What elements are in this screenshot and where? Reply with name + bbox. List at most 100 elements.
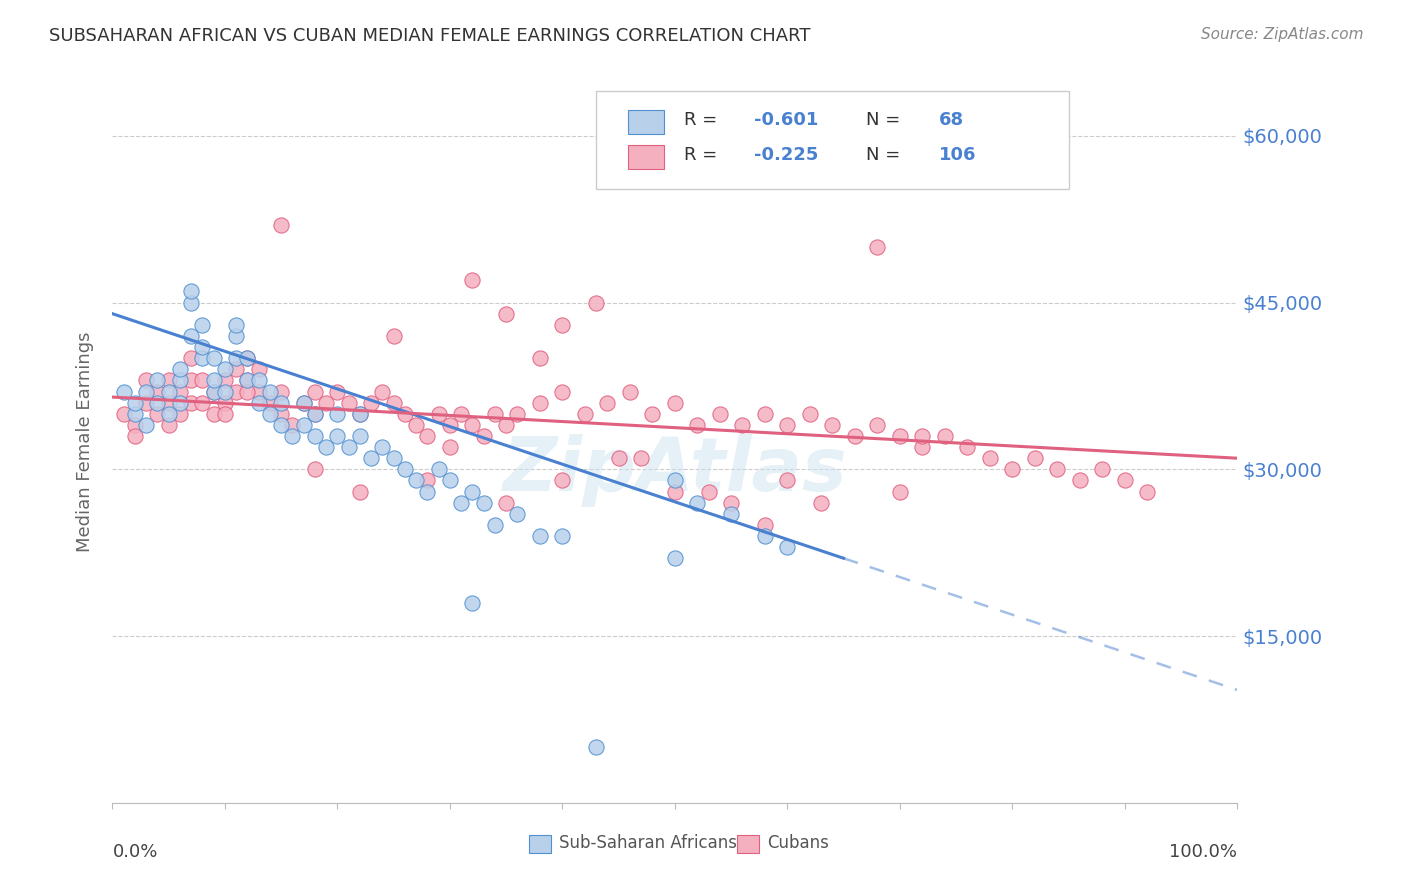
Point [202,407,225,421]
Point [889,429,911,443]
Point [270,384,292,399]
Point [236,351,259,366]
Point [169,384,191,399]
Point [157,417,180,432]
Point [135,417,157,432]
Point [439,440,461,454]
Point [495,417,517,432]
Point [202,384,225,399]
Point [889,484,911,499]
Point [315,440,337,454]
Point [112,384,135,399]
Text: Sub-Saharan Africans: Sub-Saharan Africans [560,833,737,852]
Text: 100.0%: 100.0% [1170,843,1237,861]
Point [461,596,484,610]
Point [349,484,371,499]
Point [191,318,214,332]
Point [529,529,551,543]
Point [180,395,202,409]
Point [821,417,844,432]
Point [225,384,247,399]
Point [619,384,641,399]
Point [472,496,495,510]
Point [1091,462,1114,476]
Point [810,496,832,510]
Point [247,384,270,399]
Point [529,395,551,409]
Point [416,429,439,443]
Point [844,429,866,443]
Point [135,395,157,409]
Point [416,484,439,499]
Point [304,462,326,476]
Point [292,395,315,409]
Point [304,407,326,421]
Point [371,440,394,454]
Point [551,384,574,399]
Point [124,407,146,421]
Point [135,373,157,387]
Point [146,384,169,399]
FancyBboxPatch shape [627,145,664,169]
Point [270,218,292,232]
Point [146,407,169,421]
Point [146,373,169,387]
Point [202,351,225,366]
Point [214,373,236,387]
Text: -0.601: -0.601 [754,111,818,129]
Point [439,474,461,488]
Point [180,295,202,310]
Point [270,395,292,409]
Text: N =: N = [866,145,900,164]
Point [574,407,596,421]
Text: 0.0%: 0.0% [112,843,157,861]
Point [720,507,742,521]
FancyBboxPatch shape [596,91,1069,189]
Point [664,474,686,488]
Point [382,451,405,466]
Point [180,373,202,387]
Point [157,384,180,399]
Point [112,407,135,421]
Text: SUBSAHARAN AFRICAN VS CUBAN MEDIAN FEMALE EARNINGS CORRELATION CHART: SUBSAHARAN AFRICAN VS CUBAN MEDIAN FEMAL… [49,27,811,45]
Point [427,407,450,421]
Point [405,417,427,432]
Point [214,407,236,421]
Point [281,429,304,443]
Point [1024,451,1046,466]
Point [911,440,934,454]
Point [304,407,326,421]
Text: -0.225: -0.225 [754,145,818,164]
Point [281,417,304,432]
Point [124,395,146,409]
Text: N =: N = [866,111,900,129]
Point [686,417,709,432]
Point [337,395,360,409]
FancyBboxPatch shape [529,835,551,854]
Point [214,362,236,376]
Point [326,407,349,421]
Point [461,273,484,287]
Point [934,429,956,443]
Point [911,429,934,443]
Point [799,407,821,421]
Point [484,517,506,532]
Point [236,373,259,387]
Point [382,395,405,409]
Point [416,474,439,488]
Point [461,417,484,432]
Point [236,384,259,399]
Point [270,407,292,421]
Point [866,417,889,432]
Point [664,551,686,566]
Point [596,395,619,409]
Point [776,474,799,488]
Point [124,417,146,432]
Point [776,540,799,554]
Point [664,484,686,499]
Point [709,407,731,421]
Point [484,407,506,421]
Point [326,429,349,443]
Point [551,474,574,488]
FancyBboxPatch shape [737,835,759,854]
